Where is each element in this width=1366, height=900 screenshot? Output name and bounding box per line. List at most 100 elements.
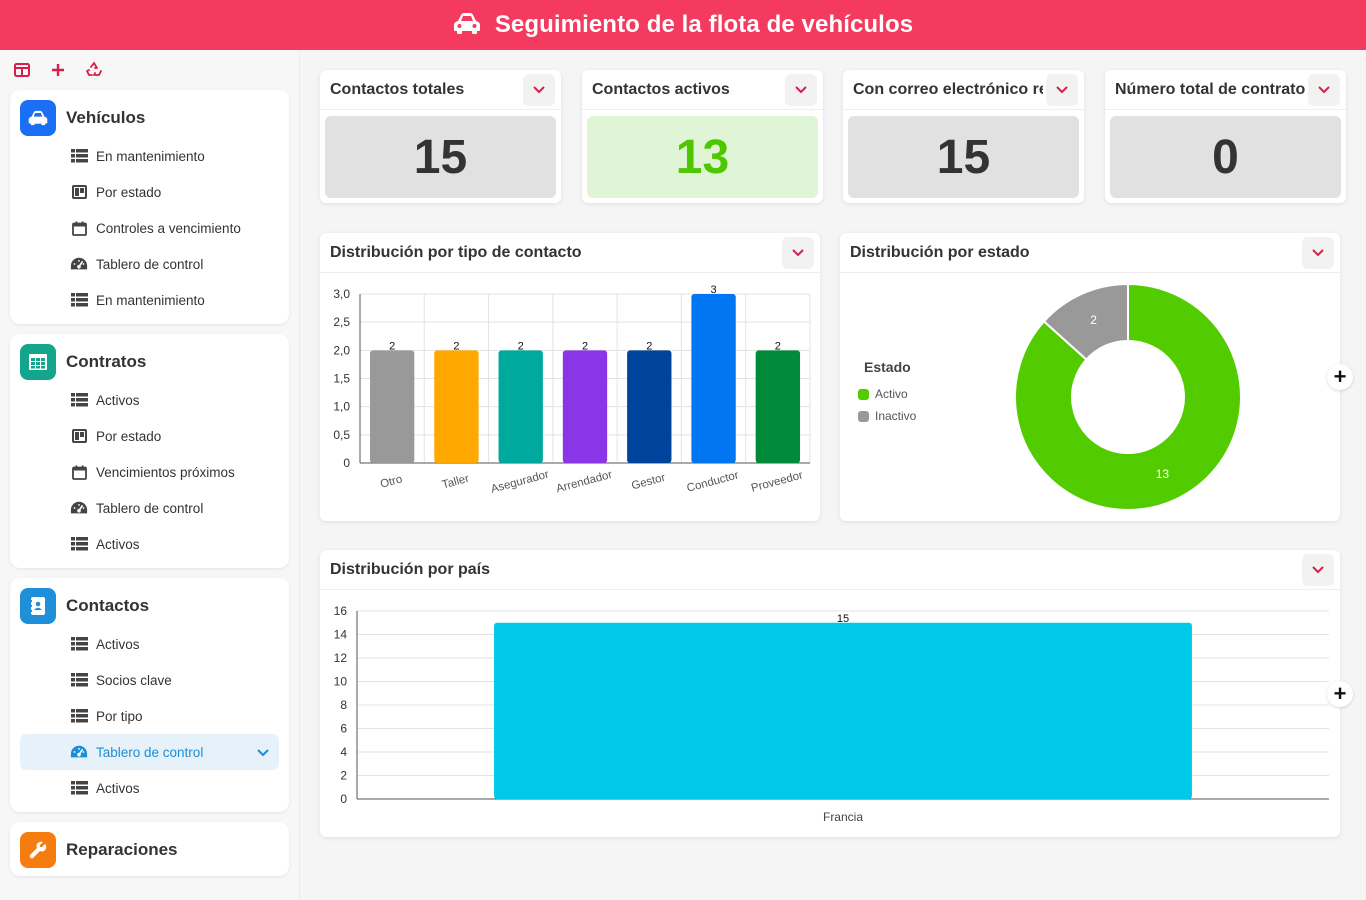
stat-card: Contactos activos 13 xyxy=(582,70,823,203)
sidebar-item-label: Activos xyxy=(96,780,140,796)
slice-label: 13 xyxy=(1156,467,1170,481)
chart-card-type: Distribución por tipo de contacto 0 0,5 1,… xyxy=(320,233,820,521)
sidebar-item[interactable]: Activos xyxy=(20,770,279,806)
stat-card: Contactos totales 15 xyxy=(320,70,561,203)
sidebar-item[interactable]: Activos xyxy=(20,382,279,418)
grid-list-icon xyxy=(70,636,88,652)
legend-item-activo[interactable]: Activo xyxy=(858,387,908,401)
data-label: 2 xyxy=(582,340,588,352)
card-header: Número total de contratos xyxy=(1105,70,1346,110)
slice-inactivo xyxy=(1042,282,1129,361)
bar-otro xyxy=(369,350,415,463)
x-tick-label: Arrendador xyxy=(555,469,614,496)
sidebar-item[interactable]: Tablero de control xyxy=(20,734,279,770)
sidebar-item-label: Tablero de control xyxy=(96,256,204,272)
calendar-icon xyxy=(70,464,88,480)
chevron-down-icon[interactable] xyxy=(523,74,555,106)
bar-chart-type: 0 0,5 1,0 1,5 2,0 2,5 3,0 2 Otro 2 Taller 2 Asegurad… xyxy=(333,284,811,496)
sidebar-item[interactable]: Socios clave xyxy=(20,662,279,698)
bar-conductor xyxy=(691,294,736,463)
sidebar-section-header[interactable]: Reparaciones xyxy=(20,832,279,868)
chevron-down-icon[interactable] xyxy=(1308,74,1340,106)
data-label: 3 xyxy=(711,284,717,296)
sidebar-section-title: Reparaciones xyxy=(66,840,178,859)
sidebar-section-2: Contactos Activos Socios clave Por tipo … xyxy=(10,578,289,812)
legend-label: Inactivo xyxy=(875,409,917,423)
chart-card-status: Distribución por estado Estado Activo In… xyxy=(840,233,1340,521)
bar-arrendador xyxy=(562,350,608,463)
stat-value: 15 xyxy=(325,116,556,198)
grid-list-icon xyxy=(70,708,88,724)
panel-toggle-icon[interactable] xyxy=(13,61,31,79)
kanban-icon xyxy=(70,184,88,200)
stat-card: Número total de contratos 0 xyxy=(1105,70,1346,203)
sidebar-item-label: En mantenimiento xyxy=(96,292,205,308)
grid-list-icon xyxy=(70,392,88,408)
sidebar-item[interactable]: Tablero de control xyxy=(20,490,279,526)
chevron-down-icon[interactable] xyxy=(1046,74,1078,106)
y-tick-label: 3,0 xyxy=(333,287,350,301)
calendar-icon xyxy=(70,220,88,236)
sidebar-item[interactable]: Activos xyxy=(20,526,279,562)
grid-list-icon xyxy=(70,148,88,164)
card-title: Contactos activos xyxy=(592,80,730,98)
sidebar-item[interactable]: Por estado xyxy=(20,418,279,454)
grid-list-icon xyxy=(70,672,88,688)
sidebar-section-header[interactable]: Contactos xyxy=(20,588,279,624)
plus-icon[interactable] xyxy=(49,61,67,79)
sidebar-section-header[interactable]: Vehículos xyxy=(20,100,279,136)
add-widget-button[interactable]: + xyxy=(1327,364,1353,390)
grid-list-icon xyxy=(70,780,88,796)
sidebar: Vehículos En mantenimiento Por estado Co… xyxy=(0,50,300,900)
bar-chart-country: 0 2 4 6 8 10 12 14 16 15 Francia xyxy=(334,604,1329,824)
chevron-down-icon[interactable] xyxy=(1302,237,1334,269)
chevron-down-icon[interactable] xyxy=(257,745,269,760)
legend-label: Activo xyxy=(875,387,908,401)
contact-book-icon xyxy=(20,588,56,624)
gauge-icon xyxy=(70,744,88,760)
chevron-down-icon[interactable] xyxy=(785,74,817,106)
sidebar-item[interactable]: Activos xyxy=(20,626,279,662)
grid-list-icon xyxy=(70,536,88,552)
data-label: 2 xyxy=(453,340,459,352)
sidebar-item-label: Por tipo xyxy=(96,708,143,724)
page-title: Seguimiento de la flota de vehículos xyxy=(494,11,914,38)
data-label: 2 xyxy=(646,340,652,352)
data-label: 2 xyxy=(389,340,395,352)
stat-card: Con correo electrónico re 15 xyxy=(843,70,1084,203)
x-tick-label: Conductor xyxy=(686,469,741,494)
data-label: 2 xyxy=(518,340,524,352)
sidebar-item[interactable]: En mantenimiento xyxy=(20,138,279,174)
card-header: Distribución por país xyxy=(320,550,1340,590)
stat-value: 0 xyxy=(1110,116,1341,198)
sidebar-section-header[interactable]: Contratos xyxy=(20,344,279,380)
kanban-icon xyxy=(70,428,88,444)
sidebar-section-title: Vehículos xyxy=(66,108,146,127)
data-label: 2 xyxy=(775,340,781,352)
sidebar-item[interactable]: Vencimientos próximos xyxy=(20,454,279,490)
y-tick-label: 16 xyxy=(334,604,348,618)
sidebar-item-label: Vencimientos próximos xyxy=(96,464,235,480)
add-widget-button[interactable]: + xyxy=(1327,681,1353,707)
legend-swatch xyxy=(858,388,869,400)
stat-value: 15 xyxy=(848,116,1079,198)
bar-proveedor xyxy=(755,350,801,463)
sidebar-item[interactable]: Tablero de control xyxy=(20,246,279,282)
sidebar-item[interactable]: Por estado xyxy=(20,174,279,210)
y-tick-label: 1,5 xyxy=(333,372,350,386)
legend-title: Estado xyxy=(864,359,911,375)
chevron-down-icon[interactable] xyxy=(782,237,814,269)
sidebar-item-label: Tablero de control xyxy=(96,744,204,760)
sidebar-section-0: Vehículos En mantenimiento Por estado Co… xyxy=(10,90,289,324)
legend-item-inactivo[interactable]: Inactivo xyxy=(858,409,916,423)
sidebar-item[interactable]: Por tipo xyxy=(20,698,279,734)
sidebar-item[interactable]: En mantenimiento xyxy=(20,282,279,318)
y-tick-label: 2,0 xyxy=(333,343,350,357)
sidebar-item-label: Tablero de control xyxy=(96,500,204,516)
app-header: Seguimiento de la flota de vehículos xyxy=(0,0,1366,50)
sidebar-item-label: Activos xyxy=(96,536,140,552)
sidebar-item[interactable]: Controles a vencimiento xyxy=(20,210,279,246)
y-tick-label: 10 xyxy=(334,675,348,689)
recycle-icon[interactable] xyxy=(85,61,103,79)
chevron-down-icon[interactable] xyxy=(1302,554,1334,586)
